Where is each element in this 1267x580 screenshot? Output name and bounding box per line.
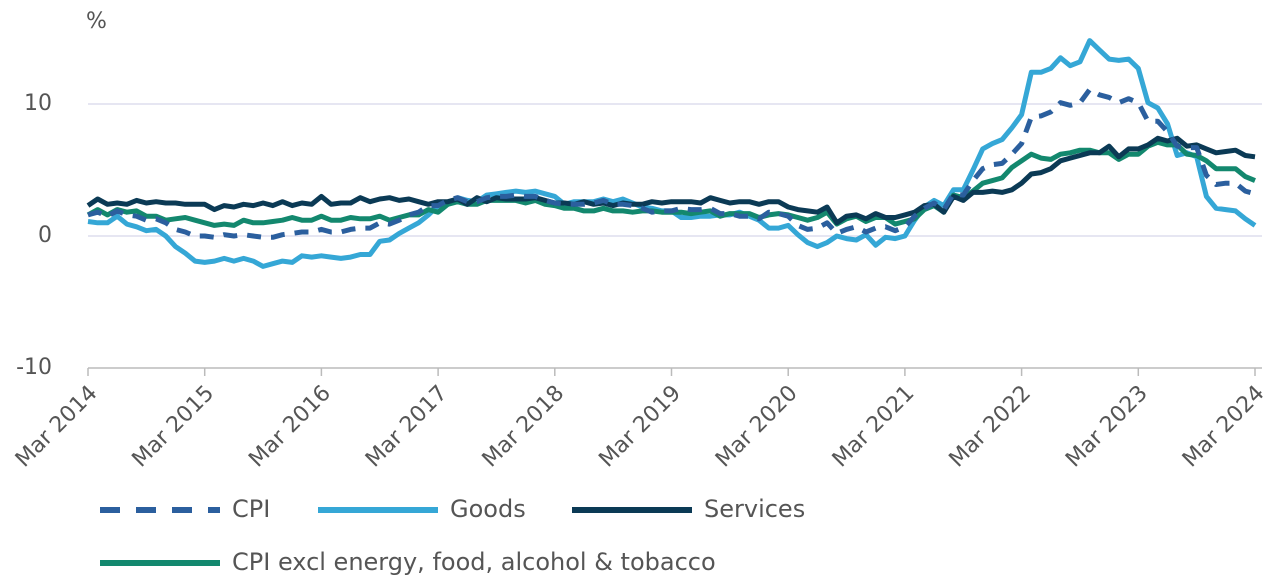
x-tick-label: Mar 2015 xyxy=(128,381,220,473)
series-line xyxy=(87,87,1256,240)
x-tick-label: Mar 2016 xyxy=(244,381,336,473)
x-tick-label: Mar 2022 xyxy=(945,381,1037,473)
x-tick-label: Mar 2021 xyxy=(828,381,920,473)
legend-label: Services xyxy=(704,495,805,523)
series-line xyxy=(86,135,1256,226)
legend-label: CPI excl energy, food, alcohol & tobacco xyxy=(232,548,716,576)
legend-label: Goods xyxy=(450,495,526,523)
y-axis-label: % xyxy=(86,9,107,34)
y-tick-label: 10 xyxy=(24,91,52,116)
y-tick-label: 0 xyxy=(38,223,52,248)
x-tick-label: Mar 2017 xyxy=(361,381,453,473)
x-tick-label: Mar 2019 xyxy=(594,381,686,473)
x-tick-label: Mar 2014 xyxy=(11,381,103,473)
x-tick-label: Mar 2018 xyxy=(478,381,570,473)
x-tick-label: Mar 2020 xyxy=(711,381,803,473)
y-tick-label: -10 xyxy=(16,355,52,380)
x-tick-label: Mar 2024 xyxy=(1178,381,1267,473)
legend-label: CPI xyxy=(232,495,270,523)
x-tick-label: Mar 2023 xyxy=(1061,381,1153,473)
